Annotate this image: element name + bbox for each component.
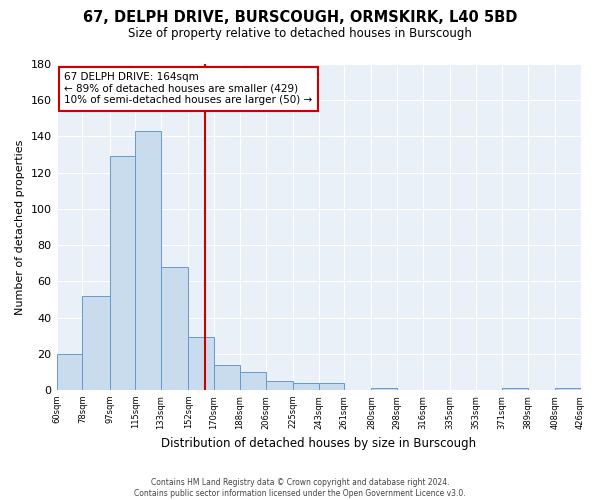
Bar: [110, 156, 135, 390]
Y-axis label: Number of detached properties: Number of detached properties: [15, 140, 25, 314]
Bar: [555, 388, 581, 390]
Bar: [56, 354, 82, 390]
Bar: [371, 388, 397, 390]
Bar: [135, 131, 161, 390]
Bar: [319, 382, 344, 390]
Text: Contains HM Land Registry data © Crown copyright and database right 2024.
Contai: Contains HM Land Registry data © Crown c…: [134, 478, 466, 498]
Bar: [502, 388, 527, 390]
Bar: [293, 382, 319, 390]
Text: 67, DELPH DRIVE, BURSCOUGH, ORMSKIRK, L40 5BD: 67, DELPH DRIVE, BURSCOUGH, ORMSKIRK, L4…: [83, 10, 517, 25]
Bar: [82, 296, 110, 390]
Text: Size of property relative to detached houses in Burscough: Size of property relative to detached ho…: [128, 28, 472, 40]
Bar: [266, 381, 293, 390]
Bar: [161, 267, 188, 390]
Bar: [214, 364, 240, 390]
Bar: [240, 372, 266, 390]
Text: 67 DELPH DRIVE: 164sqm
← 89% of detached houses are smaller (429)
10% of semi-de: 67 DELPH DRIVE: 164sqm ← 89% of detached…: [64, 72, 313, 106]
Bar: [188, 338, 214, 390]
X-axis label: Distribution of detached houses by size in Burscough: Distribution of detached houses by size …: [161, 437, 476, 450]
